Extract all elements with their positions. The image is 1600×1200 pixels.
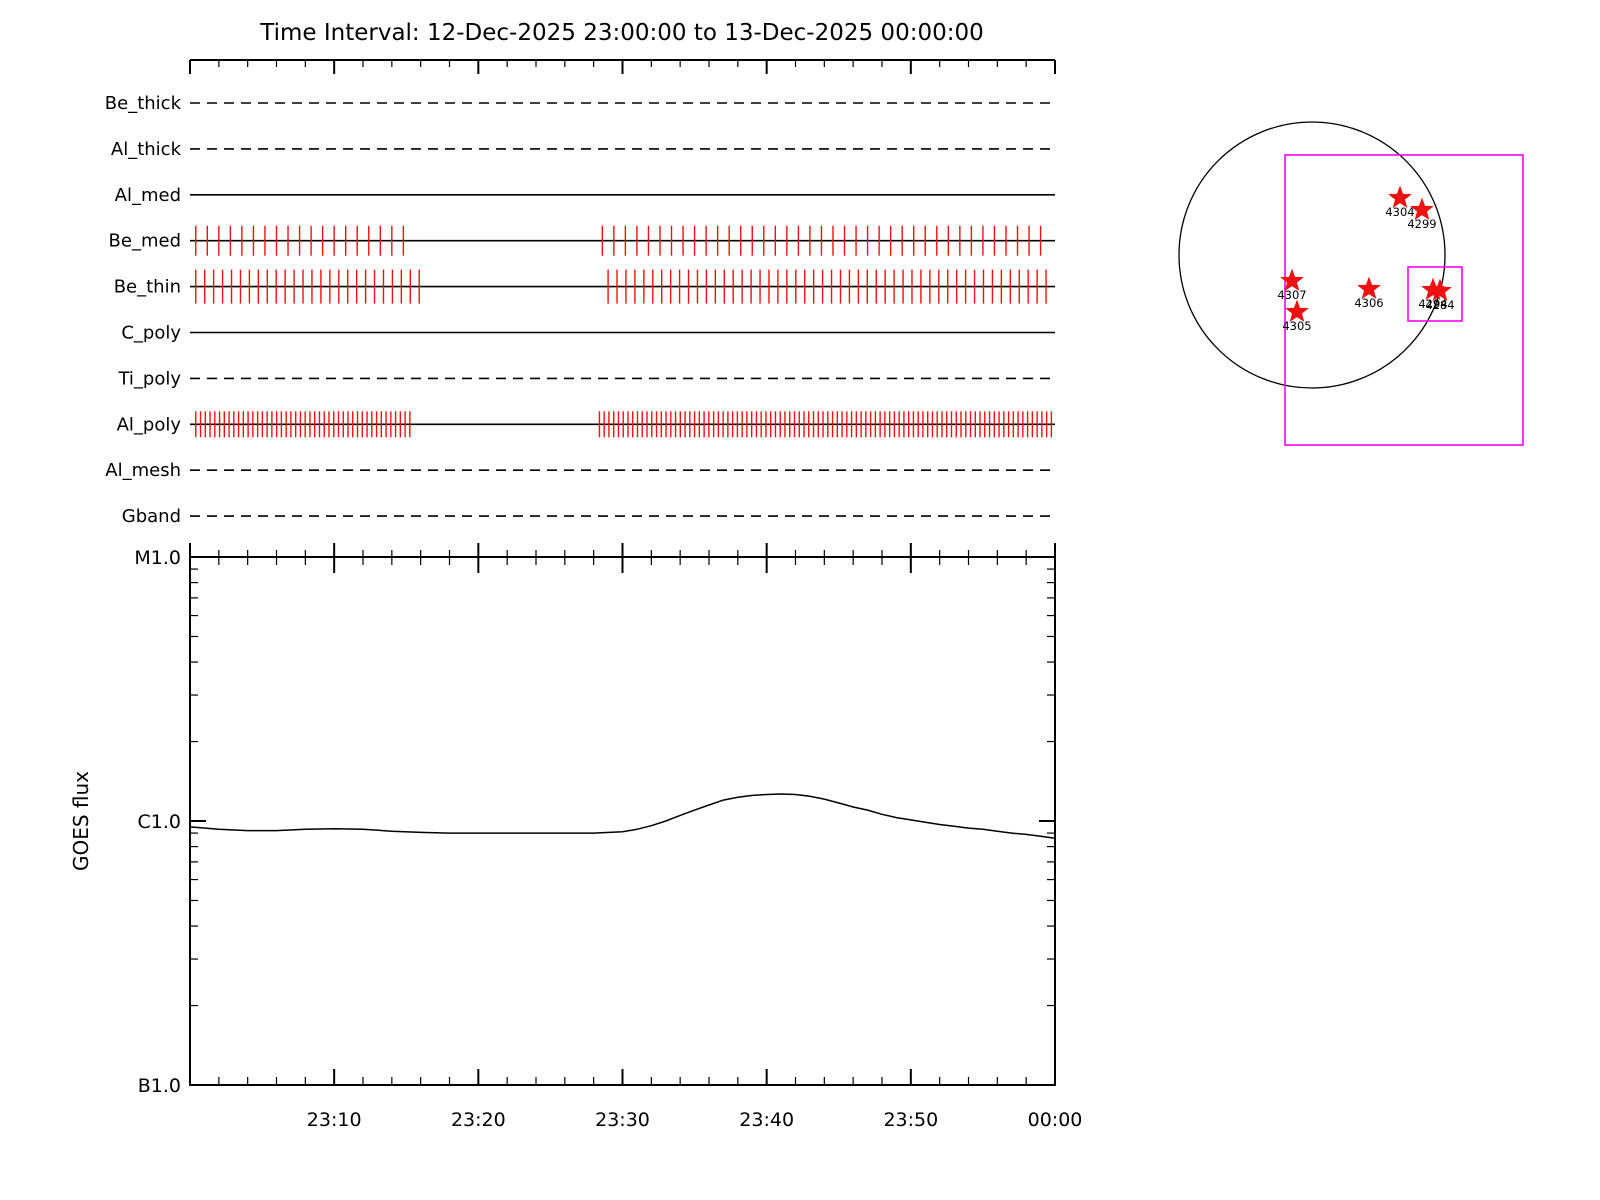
active-region-label-4284: 4284 bbox=[1425, 298, 1454, 312]
active-region-star-4305 bbox=[1285, 299, 1309, 323]
solar-limb bbox=[1178, 121, 1446, 389]
active-region-label-4305: 4305 bbox=[1282, 319, 1311, 333]
y-tick-label: B1.0 bbox=[138, 1075, 181, 1097]
filter-row-label-Al_med: Al_med bbox=[115, 185, 181, 206]
fov-rect bbox=[1284, 154, 1524, 446]
active-region-star-4307 bbox=[1280, 268, 1304, 292]
x-tick-label: 23:40 bbox=[739, 1109, 794, 1131]
active-region-label-4307: 4307 bbox=[1277, 288, 1306, 302]
active-region-star-4306 bbox=[1357, 276, 1381, 300]
x-tick-label: 23:20 bbox=[451, 1109, 506, 1131]
filter-row-label-Al_poly: Al_poly bbox=[117, 414, 182, 435]
active-region-label-4299: 4299 bbox=[1407, 217, 1436, 231]
target-rect bbox=[1407, 266, 1463, 322]
active-region-label-4304: 4304 bbox=[1385, 205, 1414, 219]
filter-row-label-Gband: Gband bbox=[122, 506, 181, 527]
x-tick-label: 23:30 bbox=[595, 1109, 650, 1131]
goes-frame bbox=[189, 556, 1056, 1086]
filter-row-label-Al_thick: Al_thick bbox=[111, 139, 182, 160]
filter-row-label-Be_thick: Be_thick bbox=[105, 93, 182, 114]
goes-flux-panel: 23:10 23:20 23:30 23:40 23:50 00:00 M1.0 C1.0 B1… bbox=[69, 547, 1082, 1131]
filter-row-label-Ti_poly: Ti_poly bbox=[117, 368, 181, 389]
active-region-star-4304 bbox=[1388, 185, 1412, 209]
y-tick-label: M1.0 bbox=[134, 547, 181, 569]
active-region-label-4294: 4294 bbox=[1418, 297, 1447, 311]
filter-row-label-Be_med: Be_med bbox=[109, 231, 181, 252]
x-tick-label: 00:00 bbox=[1028, 1109, 1083, 1131]
goes-flux-axis-title: GOES flux bbox=[69, 771, 93, 871]
active-region-star-4284 bbox=[1428, 278, 1452, 302]
goes-flux-curve bbox=[189, 793, 1056, 840]
active-region-star-4299 bbox=[1410, 197, 1434, 221]
x-tick-label: 23:50 bbox=[883, 1109, 938, 1131]
chart-title: Time Interval: 12-Dec-2025 23:00:00 to 1… bbox=[259, 20, 983, 46]
y-tick-label: C1.0 bbox=[138, 811, 181, 833]
x-tick-label: 23:10 bbox=[307, 1109, 362, 1131]
filter-row-label-Al_mesh: Al_mesh bbox=[105, 460, 181, 481]
filter-timeline-panel: Be_thick Al_thick Al_med Be_med Be_thin C_pol… bbox=[105, 59, 1056, 557]
active-region-label-4306: 4306 bbox=[1354, 296, 1383, 310]
filter-row-label-C_poly: C_poly bbox=[121, 323, 181, 344]
filter-row-label-Be_thin: Be_thin bbox=[114, 277, 181, 298]
